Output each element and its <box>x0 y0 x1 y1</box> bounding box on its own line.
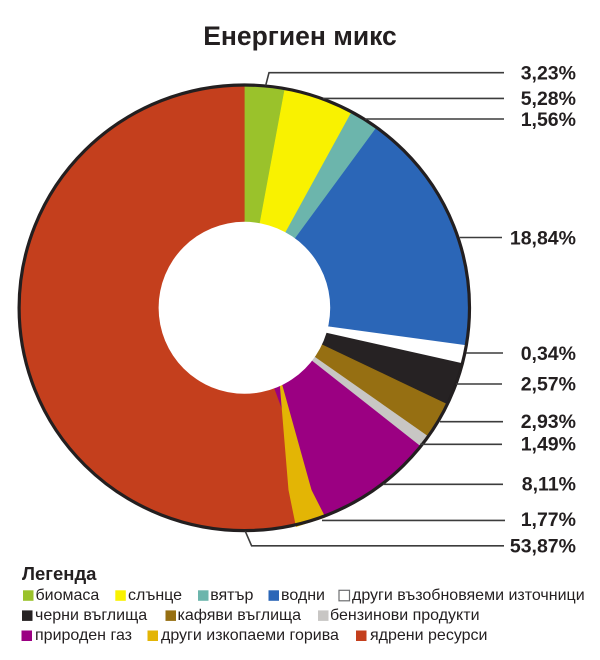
svg-text:природен газ: природен газ <box>35 627 132 644</box>
svg-text:2,93%: 2,93% <box>521 411 576 433</box>
svg-text:черни въглища: черни въглища <box>35 607 147 624</box>
svg-text:други възобновяеми източници: други възобновяеми източници <box>352 587 585 604</box>
svg-text:ядрени ресурси: ядрени ресурси <box>370 627 487 644</box>
svg-text:0,34%: 0,34% <box>521 343 576 365</box>
svg-text:53,87%: 53,87% <box>510 535 576 557</box>
svg-text:5,28%: 5,28% <box>521 88 576 110</box>
svg-text:1,56%: 1,56% <box>521 109 576 131</box>
svg-text:кафяви въглища: кафяви въглища <box>178 607 302 624</box>
svg-text:вятър: вятър <box>210 587 253 604</box>
svg-text:Легенда: Легенда <box>22 563 97 584</box>
svg-text:18,84%: 18,84% <box>510 227 576 249</box>
svg-text:3,23%: 3,23% <box>521 63 576 85</box>
svg-text:биомаса: биомаса <box>36 587 100 604</box>
svg-text:1,49%: 1,49% <box>521 434 576 456</box>
svg-text:слънце: слънце <box>128 587 182 604</box>
svg-text:1,77%: 1,77% <box>521 509 576 531</box>
svg-text:2,57%: 2,57% <box>521 373 576 395</box>
svg-text:бензинови продукти: бензинови продукти <box>330 607 480 624</box>
svg-text:8,11%: 8,11% <box>522 474 576 496</box>
svg-text:Енергиен микс: Енергиен микс <box>203 21 397 51</box>
svg-text:други изкопаеми горива: други изкопаеми горива <box>161 627 339 644</box>
svg-text:водни: водни <box>281 587 325 604</box>
